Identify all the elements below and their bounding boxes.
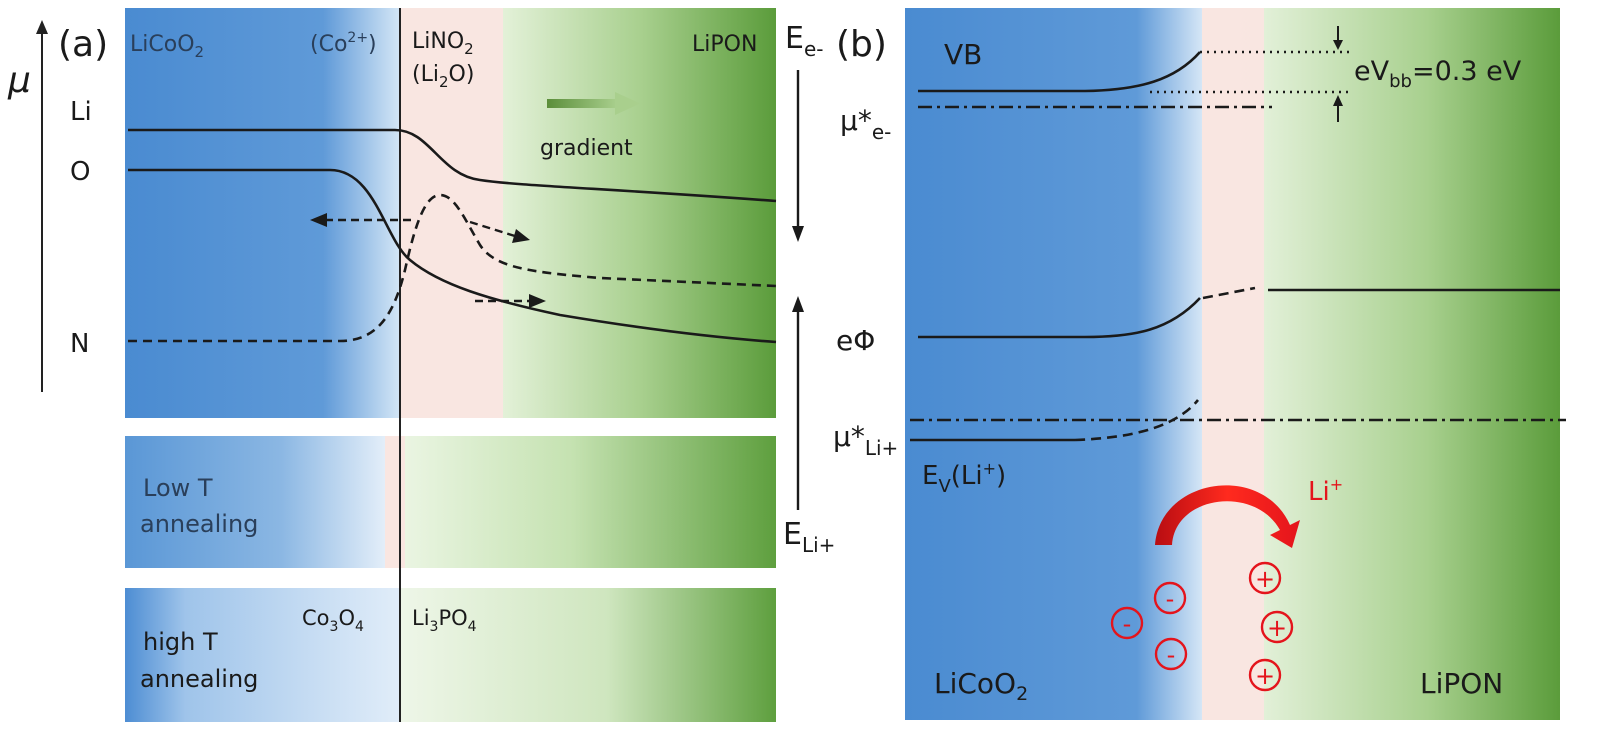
gradient-label: gradient (540, 136, 633, 161)
diffusion-arrow-left-head (310, 213, 327, 227)
low-t-label-line2: annealing (140, 510, 258, 538)
b-lipon-region (1264, 8, 1560, 720)
mu-li-label: μ*Li+ (833, 420, 898, 460)
b-lipon-label: LiPON (1420, 667, 1503, 700)
lino2-label: LiNO2 (412, 29, 474, 58)
ebb-arrow-bottom-head (1333, 95, 1343, 106)
gradient-arrow-head (615, 92, 640, 115)
negative-charge: - (1154, 637, 1188, 671)
licoo2-region (125, 8, 400, 418)
panel-a: μ (a) LiCoO2 (Co2+) LiNO2 (Li2O) LiPON g… (7, 8, 777, 722)
li-curve (128, 128, 777, 203)
diffusion-arrow-right1-head (512, 229, 530, 243)
diffusion-arrow-right1-shaft (469, 220, 516, 238)
svg-text:+: + (1255, 565, 1275, 593)
curve-label-o: O (70, 157, 90, 187)
n-curve (128, 193, 777, 343)
positive-charge: + (1248, 561, 1282, 595)
svg-text:-: - (1123, 610, 1132, 638)
low-t-label-line1: Low T (143, 474, 213, 502)
ephi-band (918, 297, 1201, 339)
negative-charge: - (1153, 581, 1187, 615)
svg-text:+: + (1255, 662, 1275, 690)
ebb-arrow-top-head (1333, 40, 1343, 50)
co3o4-label: Co3O4 (302, 606, 364, 635)
middle-energy-axes: Ee- ELi+ (783, 21, 835, 557)
curve-label-li: Li (70, 97, 92, 127)
b-licoo2-region (905, 8, 1202, 720)
curve-label-n: N (70, 329, 89, 359)
mu-e-label: μ*e- (840, 104, 891, 144)
positive-charge: + (1260, 610, 1294, 644)
li-ion-hop-arrow (1155, 485, 1300, 548)
lipon-region (503, 8, 776, 418)
o-curve (128, 168, 777, 344)
low-t-licoo2-block (125, 436, 385, 568)
co2-label: (Co2+) (310, 30, 377, 57)
high-t-licoo2-block (125, 588, 400, 722)
lipon-label: LiPON (692, 32, 757, 57)
panel-a-label: (a) (58, 24, 108, 65)
ephi-label: eΦ (836, 324, 875, 357)
eli-axis-arrowhead (792, 296, 804, 312)
b-interface-region (1202, 8, 1264, 720)
li2o-label: (Li2O) (412, 62, 474, 91)
high-t-lipon-block (400, 588, 776, 722)
high-t-label-line1: high T (143, 628, 218, 656)
panel-b-label: (b) (836, 24, 887, 65)
negative-charge: - (1110, 606, 1144, 640)
ephi-interface-dashed (1202, 286, 1256, 300)
interface-region (400, 8, 503, 418)
band-bending-label: eVbb=0.3 eV (1354, 56, 1522, 92)
ee-axis-label: Ee- (785, 21, 824, 61)
eli-axis-label: ELi+ (783, 517, 835, 557)
vb-band (918, 51, 1201, 93)
positive-charge: + (1248, 658, 1282, 692)
gradient-arrow-shaft (547, 99, 617, 108)
ev-band-dashed (1074, 399, 1200, 442)
b-licoo2-label: LiCoO2 (934, 667, 1028, 705)
high-t-label-line2: annealing (140, 665, 258, 693)
mu-symbol: μ (7, 60, 31, 101)
vb-label: VB (944, 38, 982, 71)
mu-axis-arrowhead (36, 20, 48, 34)
licoo2-label: LiCoO2 (130, 32, 204, 61)
li3po4-label: Li3PO4 (412, 606, 477, 635)
svg-text:+: + (1267, 614, 1287, 642)
diffusion-arrow-right2-head (529, 294, 546, 308)
panel-b: (b) VB eVbb=0.3 eV μ*e- eΦ μ*Li+ EV(Li+)… (833, 8, 1566, 720)
low-t-interface-block (385, 436, 405, 568)
ee-axis-arrowhead (792, 226, 804, 242)
svg-text:-: - (1167, 641, 1176, 669)
li-ion-label: Li+ (1308, 475, 1343, 507)
low-t-lipon-block (405, 436, 776, 568)
ev-label: EV(Li+) (922, 459, 1006, 497)
svg-text:-: - (1166, 585, 1175, 613)
